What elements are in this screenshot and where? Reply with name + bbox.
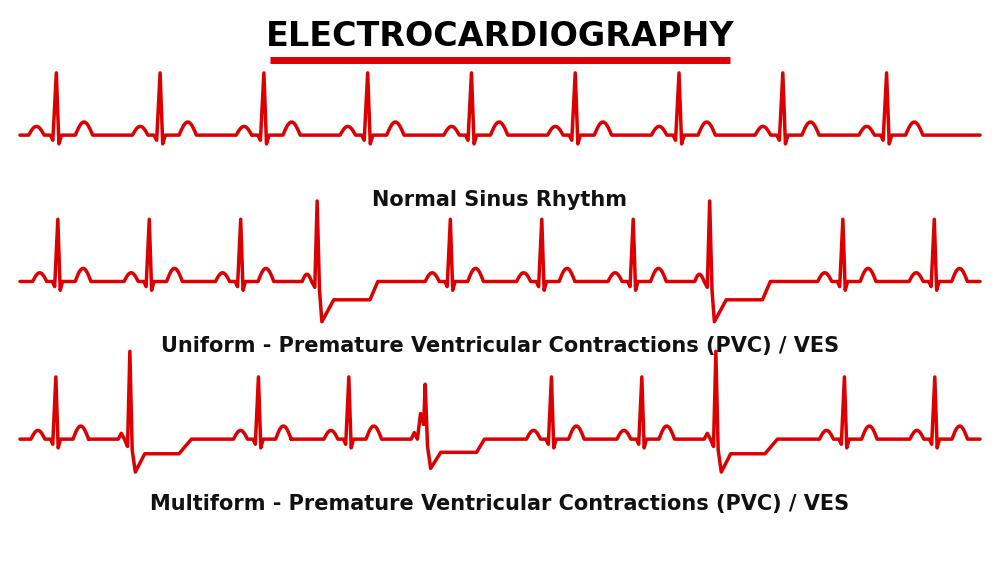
Text: Normal Sinus Rhythm: Normal Sinus Rhythm <box>372 190 628 210</box>
Text: ELECTROCARDIOGRAPHY: ELECTROCARDIOGRAPHY <box>266 20 734 53</box>
Text: Multiform - Premature Ventricular Contractions (PVC) / VES: Multiform - Premature Ventricular Contra… <box>150 494 850 514</box>
Text: Uniform - Premature Ventricular Contractions (PVC) / VES: Uniform - Premature Ventricular Contract… <box>161 336 839 356</box>
